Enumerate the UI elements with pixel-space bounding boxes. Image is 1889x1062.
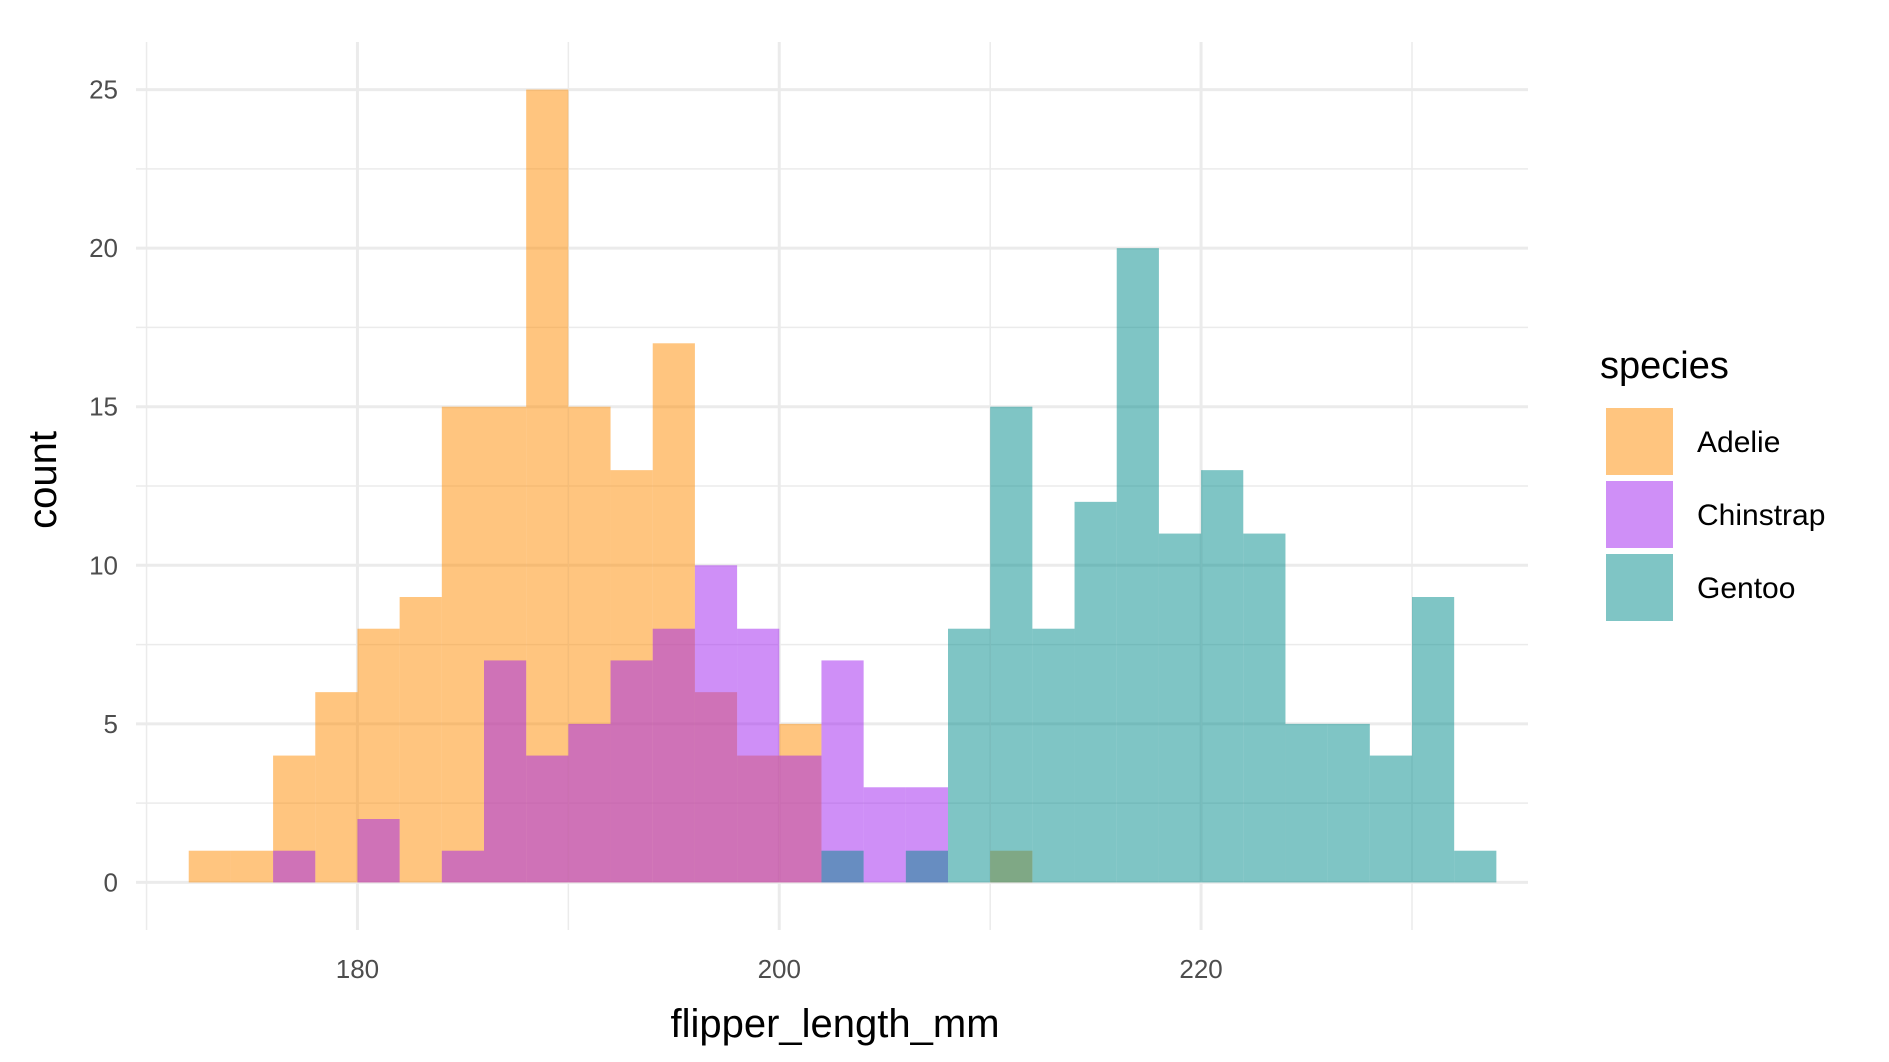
y-tick-label: 5 [104, 709, 118, 739]
bar-gentoo [948, 628, 991, 883]
x-axis-title: flipper_length_mm [670, 1002, 999, 1046]
bar-gentoo [1116, 248, 1159, 883]
y-tick-label: 25 [89, 75, 118, 105]
bar-gentoo [1243, 533, 1286, 883]
legend-swatch-gentoo [1606, 554, 1673, 621]
x-tick-label: 200 [758, 954, 801, 984]
y-tick-label: 15 [89, 392, 118, 422]
y-tick-label: 0 [104, 867, 118, 897]
bar-gentoo [1201, 470, 1244, 883]
bar-gentoo [990, 406, 1033, 883]
legend-swatch-adelie [1606, 408, 1673, 475]
bar-chinstrap [357, 819, 400, 883]
legend: species Adelie Chinstrap Gentoo [1600, 345, 1825, 621]
bar-gentoo [1454, 850, 1497, 883]
y-tick-label: 10 [89, 550, 118, 580]
bar-gentoo [1032, 628, 1075, 883]
y-axis-ticks: 0 5 10 15 20 25 [89, 75, 118, 898]
bar-adelie [230, 850, 274, 883]
legend-label-adelie: Adelie [1697, 426, 1780, 459]
bar-chinstrap [821, 660, 864, 883]
bar-gentoo [1327, 723, 1370, 883]
histogram-bars [188, 89, 1497, 883]
bar-gentoo [1158, 533, 1202, 883]
bar-gentoo [905, 850, 948, 883]
legend-label-gentoo: Gentoo [1697, 572, 1795, 605]
bar-chinstrap [526, 755, 569, 883]
bar-gentoo [1285, 723, 1328, 883]
bar-chinstrap [273, 850, 316, 883]
legend-label-chinstrap: Chinstrap [1697, 499, 1825, 532]
bar-gentoo [1412, 597, 1455, 883]
bar-chinstrap [863, 787, 906, 883]
bar-gentoo [1369, 755, 1412, 883]
bar-adelie [526, 89, 569, 883]
bar-chinstrap [610, 660, 653, 883]
legend-swatch-chinstrap [1606, 481, 1673, 548]
bar-chinstrap [652, 628, 695, 883]
bar-gentoo [821, 850, 864, 883]
bar-adelie [188, 850, 231, 883]
bar-chinstrap [568, 723, 611, 883]
bar-chinstrap [737, 628, 780, 883]
bar-chinstrap [441, 850, 484, 883]
bar-adelie [399, 597, 442, 883]
bar-gentoo [1074, 501, 1117, 883]
x-tick-label: 220 [1179, 954, 1222, 984]
y-tick-label: 20 [89, 233, 118, 263]
x-tick-label: 180 [336, 954, 379, 984]
x-axis-ticks: 180 200 220 [336, 954, 1223, 984]
bar-chinstrap [694, 565, 738, 883]
bar-adelie [315, 692, 358, 883]
bar-chinstrap [779, 755, 822, 883]
legend-title: species [1600, 345, 1729, 387]
bar-adelie [441, 406, 484, 883]
y-axis-title: count [21, 431, 65, 529]
bar-chinstrap [484, 660, 527, 883]
